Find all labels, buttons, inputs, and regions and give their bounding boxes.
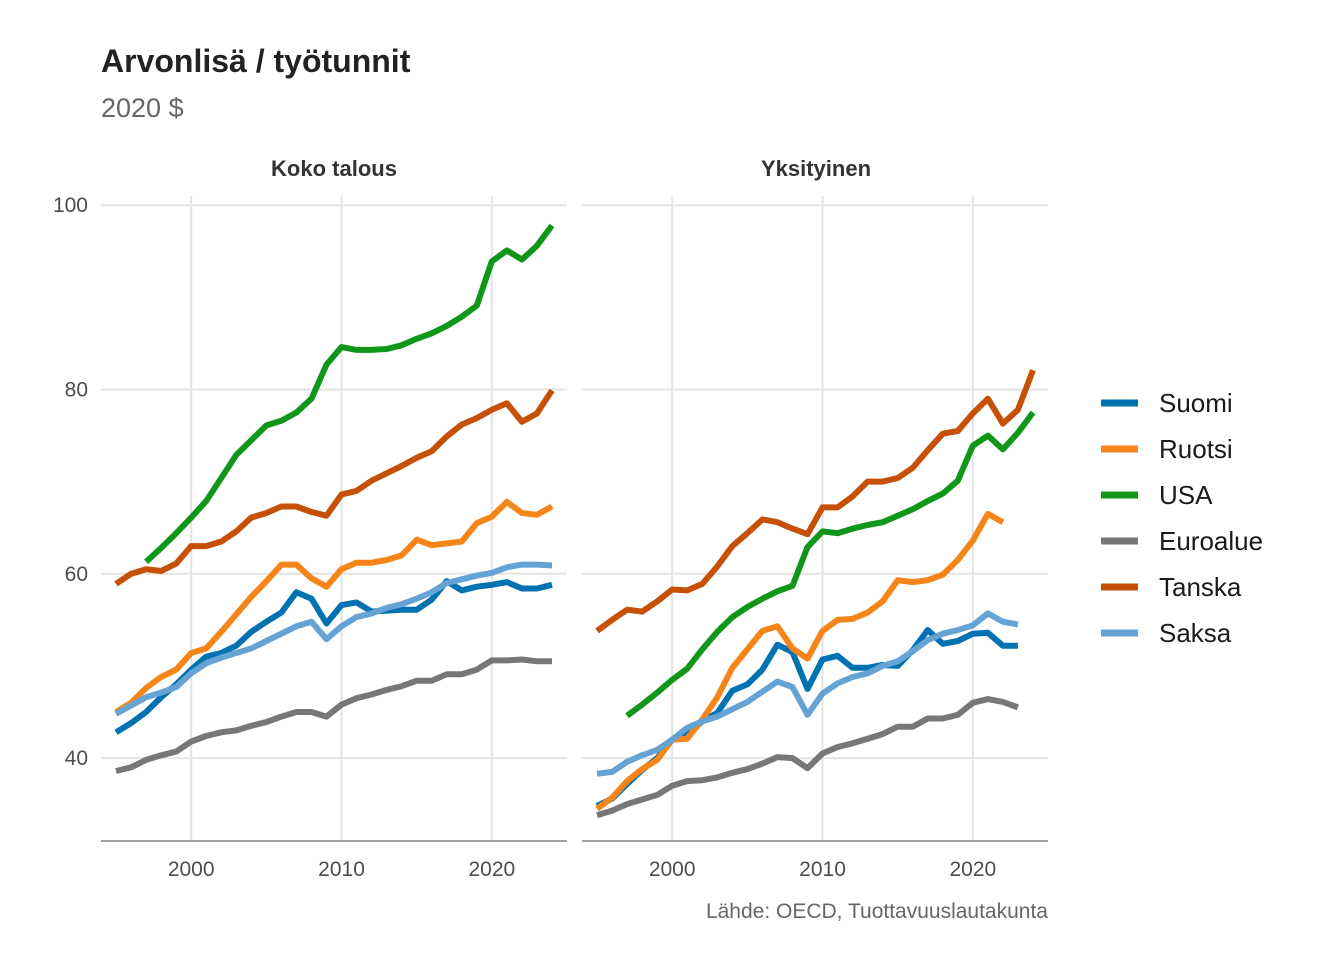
series-line-ruotsi (595, 510, 1005, 812)
facet-title-yksityinen: Yksityinen (761, 156, 871, 181)
x-tick-label-2020: 2020 (949, 858, 996, 881)
panel-koko-talous: 2000 2010 2020 (101, 196, 567, 881)
legend-label-tanska: Tanska (1159, 572, 1242, 602)
x-tick-label-2010: 2010 (799, 858, 846, 881)
series-line-tanska (595, 369, 1036, 634)
facet-title-koko-talous: Koko talous (271, 156, 397, 181)
legend-label-suomi: Suomi (1159, 388, 1233, 418)
y-axis: 40 60 80 100 (53, 194, 88, 770)
series-line-euroalue (596, 696, 1019, 819)
y-tick-label-100: 100 (53, 194, 88, 217)
x-tick-label-2020: 2020 (468, 858, 515, 881)
legend-item-suomi: Suomi (1101, 388, 1233, 418)
series-line-usa (625, 410, 1036, 719)
legend-item-ruotsi: Ruotsi (1101, 434, 1233, 464)
series-line-euroalue (115, 656, 552, 774)
legend-label-ruotsi: Ruotsi (1159, 434, 1233, 464)
chart-subtitle: 2020 $ (101, 93, 184, 123)
legend-label-usa: USA (1159, 480, 1213, 510)
legend-label-saksa: Saksa (1159, 618, 1232, 648)
series-line-ruotsi (114, 498, 554, 715)
legend-item-euroalue: Euroalue (1101, 526, 1263, 556)
legend-item-usa: USA (1101, 480, 1213, 510)
y-tick-label-80: 80 (65, 379, 88, 402)
legend-label-euroalue: Euroalue (1159, 526, 1263, 556)
series-line-usa (144, 223, 555, 565)
chart-caption: Lähde: OECD, Tuottavuuslautakunta (706, 900, 1048, 923)
y-tick-label-60: 60 (65, 563, 88, 586)
x-tick-label-2000: 2000 (168, 858, 215, 881)
chart-title: Arvonlisä / työtunnit (101, 43, 411, 79)
x-tick-label-2000: 2000 (649, 858, 696, 881)
series-line-saksa (596, 610, 1019, 777)
series-line-tanska (114, 388, 555, 587)
x-tick-label-2010: 2010 (318, 858, 365, 881)
legend: Suomi Ruotsi USA Euroalue Tanska Saksa (1101, 388, 1263, 648)
legend-item-saksa: Saksa (1101, 618, 1232, 648)
y-tick-label-40: 40 (65, 747, 88, 770)
series-line-saksa (114, 561, 553, 717)
legend-item-tanska: Tanska (1101, 572, 1242, 602)
panel-yksityinen: 2000 2010 2020 (582, 196, 1048, 881)
